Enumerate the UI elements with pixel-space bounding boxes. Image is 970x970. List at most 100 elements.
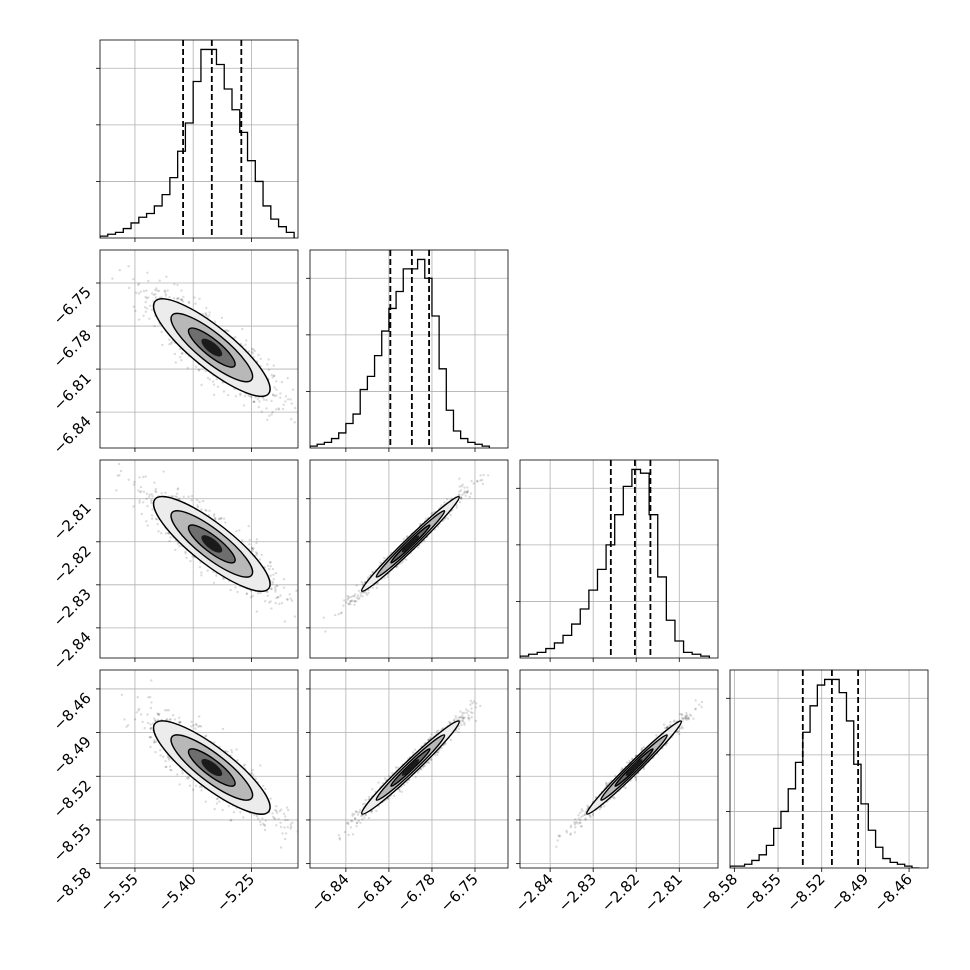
scatter-point (271, 812, 274, 815)
scatter-point (234, 586, 237, 589)
scatter-point (150, 292, 154, 295)
scatter-point (320, 614, 322, 616)
scatter-point (339, 612, 342, 615)
scatter-point (279, 392, 282, 395)
scatter-point (176, 488, 179, 491)
scatter-point (118, 269, 122, 272)
scatter-point (345, 601, 348, 604)
scatter-point (180, 298, 183, 301)
scatter-point (145, 297, 148, 300)
scatter-point (186, 366, 189, 370)
scatter-point (252, 400, 255, 403)
scatter-point (283, 826, 286, 829)
scatter-point (272, 364, 275, 367)
scatter-point (470, 480, 473, 483)
panel-content (100, 40, 298, 238)
scatter-point (458, 485, 461, 488)
scatter-point (137, 318, 141, 321)
scatter-point (197, 725, 200, 728)
panel-frame (99, 39, 299, 239)
scatter-point (169, 536, 172, 539)
scatter-point (276, 596, 279, 599)
density-peak (201, 758, 223, 777)
scatter-point (263, 828, 267, 832)
scatter-point (160, 492, 163, 495)
scatter-point (137, 282, 141, 285)
scatter-point (127, 286, 131, 290)
scatter-point (165, 709, 169, 712)
scatter-point (187, 776, 190, 779)
scatter-point (282, 403, 285, 406)
scatter-point (214, 517, 217, 520)
scatter-point (137, 709, 140, 712)
scatter-point (248, 543, 251, 546)
scatter-point (132, 277, 135, 281)
scatter-point (277, 596, 280, 599)
scatter-point (184, 550, 187, 554)
scatter-point (416, 546, 420, 549)
scatter-point (259, 591, 262, 595)
scatter-point (154, 293, 157, 296)
scatter-point (283, 837, 287, 841)
scatter-point (162, 755, 165, 758)
scatter-point (260, 410, 263, 413)
scatter-point (290, 599, 294, 602)
scatter-point (154, 288, 157, 292)
scatter-point (255, 814, 259, 818)
scatter-point (148, 736, 151, 739)
scatter-point (218, 517, 221, 520)
scatter-point (266, 363, 269, 366)
scatter-point (284, 815, 287, 818)
scatter-point (156, 522, 159, 526)
scatter-point (257, 817, 260, 820)
panel-0-0 (96, 39, 299, 242)
scatter-point (271, 411, 274, 414)
scatter-point (149, 723, 152, 726)
scatter-point (275, 824, 278, 827)
scatter-point (259, 823, 262, 826)
scatter-point (200, 383, 203, 387)
scatter-point (159, 754, 162, 757)
scatter-point (177, 721, 181, 724)
scatter-point (148, 493, 151, 497)
scatter-point (290, 418, 293, 421)
scatter-point (208, 378, 212, 381)
scatter-point (212, 383, 216, 386)
scatter-point (133, 480, 136, 484)
scatter-point (150, 679, 153, 682)
scatter-point (279, 846, 283, 849)
scatter-point (221, 727, 225, 731)
scatter-point (205, 734, 208, 737)
scatter-point (163, 709, 167, 712)
scatter-point (461, 483, 464, 486)
scatter-point (255, 538, 259, 541)
scatter-point (140, 512, 143, 516)
scatter-point (257, 353, 260, 357)
scatter-point (146, 307, 149, 310)
scatter-point (460, 485, 463, 488)
scatter-point (191, 788, 195, 791)
scatter-point (446, 517, 450, 520)
scatter-point (150, 501, 153, 505)
scatter-point (302, 820, 304, 822)
scatter-point (168, 343, 171, 346)
scatter-point (355, 600, 358, 603)
scatter-point (269, 561, 272, 564)
scatter-point (272, 815, 275, 819)
scatter-point (198, 500, 201, 504)
scatter-point (256, 398, 259, 401)
scatter-point (264, 600, 267, 603)
scatter-point (163, 289, 166, 292)
scatter-point (154, 750, 157, 754)
scatter-point (312, 848, 314, 850)
scatter-point (222, 517, 226, 520)
scatter-point (283, 620, 286, 623)
scatter-point (400, 561, 403, 565)
scatter-point (155, 518, 159, 521)
scatter-point (278, 602, 281, 606)
scatter-point (263, 823, 266, 827)
scatter-point (353, 600, 356, 603)
scatter-point (194, 365, 198, 368)
scatter-point (364, 591, 368, 595)
scatter-point (289, 398, 292, 401)
